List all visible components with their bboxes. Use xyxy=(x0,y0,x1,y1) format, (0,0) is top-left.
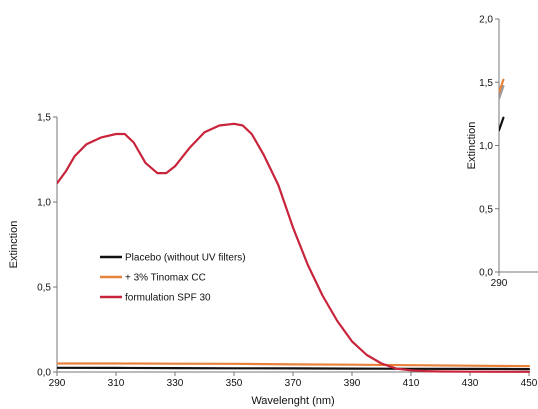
series-line-2 xyxy=(57,362,531,368)
y-tick-label: 0,0 xyxy=(37,368,51,379)
series-line-3 xyxy=(57,122,531,373)
x-tick-label: 430 xyxy=(462,378,479,389)
y-tick-label: 0,5 xyxy=(479,204,493,215)
y-tick-label: 1,0 xyxy=(37,198,51,209)
x-tick-label: 390 xyxy=(344,378,361,389)
x-tick-label: 370 xyxy=(285,378,302,389)
series-line-1 xyxy=(57,366,531,371)
y-tick-label: 1,0 xyxy=(479,141,493,152)
series-line-3 xyxy=(499,78,505,94)
x-tick-label: 290 xyxy=(49,378,66,389)
x-tick-label: 330 xyxy=(167,378,184,389)
series-line-1 xyxy=(499,116,505,132)
x-tick-label: 450 xyxy=(521,378,538,389)
y-tick-label: 2,0 xyxy=(479,15,493,26)
y-tick-label: 1,5 xyxy=(37,113,51,124)
legend-label: + 3% Tinomax CC xyxy=(125,273,206,284)
y-tick-label: 0,5 xyxy=(37,283,51,294)
x-tick-label: 310 xyxy=(108,378,125,389)
chart-1: 0,0 0,5 1,0 1,5 290 310 330 350 370 390 410 430 450 E… xyxy=(8,113,538,408)
x-axis-label: Wavelenght (nm) xyxy=(251,395,334,407)
y-tick-label: 1,5 xyxy=(479,78,493,89)
y-axis-label: Extinction xyxy=(8,221,20,269)
x-tick-label: 290 xyxy=(491,278,508,289)
y-tick-label: 0,0 xyxy=(479,268,493,279)
x-tick-label: 350 xyxy=(226,378,243,389)
series-line-2 xyxy=(499,84,505,100)
legend-label: Placebo (without UV filters) xyxy=(125,253,246,264)
chart-2: 0,0 0,5 1,0 1,5 2,0 290 Extinction xyxy=(466,15,538,289)
x-tick-label: 410 xyxy=(403,378,420,389)
y-axis-label: Extinction xyxy=(466,122,478,170)
legend-label: formulation SPF 30 xyxy=(125,293,211,304)
